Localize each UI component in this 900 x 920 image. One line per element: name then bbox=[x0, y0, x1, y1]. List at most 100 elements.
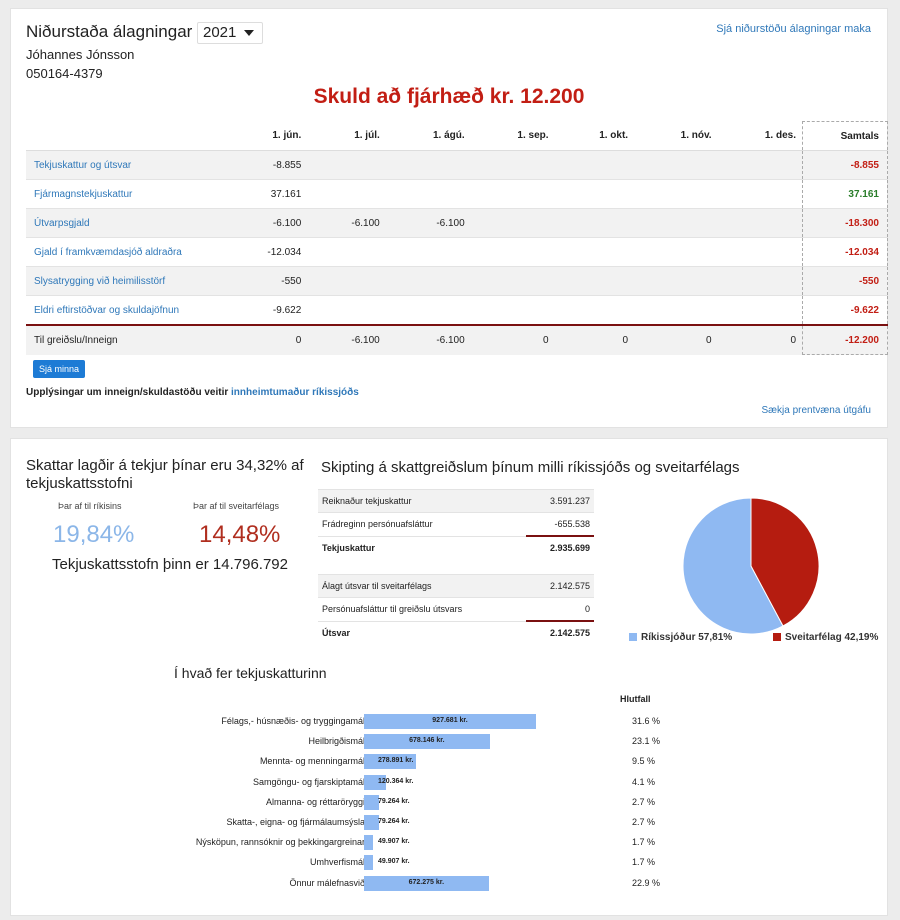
split-label: Frádreginn persónuafsláttur bbox=[318, 512, 526, 536]
row-total: 37.161 bbox=[802, 179, 888, 209]
table-cell bbox=[385, 237, 471, 267]
category-label: Önnur málefnasvið bbox=[289, 877, 365, 888]
table-cell bbox=[470, 237, 555, 267]
table-cell bbox=[470, 179, 555, 209]
split-label: Reiknaður tekjuskattur bbox=[318, 489, 526, 513]
row-label-link[interactable]: Útvarpsgjald bbox=[26, 208, 218, 238]
category-label: Nýsköpun, rannsóknir og þekkingargreinar bbox=[195, 837, 365, 848]
spending-bar: 120.364 kr. bbox=[364, 774, 413, 790]
category-label: Umhverfismál bbox=[309, 857, 365, 868]
grand-total: -12.200 bbox=[802, 324, 888, 355]
table-cell: 37.161 bbox=[218, 179, 308, 209]
table-cell: -550 bbox=[218, 266, 308, 296]
bar-value-label: 678.146 kr. bbox=[409, 737, 445, 745]
state-percentage: 19,84% bbox=[53, 521, 135, 548]
table-cell bbox=[385, 150, 471, 180]
share-value: 31.6 % bbox=[632, 716, 661, 726]
table-row: Útvarpsgjald -6.100 -6.100 -6.100 -18.300 bbox=[26, 208, 888, 238]
share-value: 4.1 % bbox=[632, 776, 656, 787]
table-cell: -6.100 bbox=[307, 208, 386, 238]
bar-value-label: 278.891 kr. bbox=[378, 757, 414, 765]
municipal-tax-table: Álagt útsvar til sveitarfélags 2.142.575 P… bbox=[318, 574, 594, 644]
legend-municipality: Sveitarfélag 42,19% bbox=[773, 632, 878, 643]
table-cell bbox=[470, 266, 555, 296]
table-cell bbox=[634, 208, 718, 238]
column-header: 1. des. bbox=[717, 121, 803, 151]
see-less-button[interactable]: Sjá minna bbox=[33, 360, 86, 378]
row-label-link[interactable]: Tekjuskattur og útsvar bbox=[26, 150, 218, 180]
column-header: 1. jún. bbox=[218, 121, 308, 151]
table-row: Persónuafsláttur til greiðslu útsvars 0 bbox=[318, 597, 594, 621]
legend-state: Ríkissjóður 57,81% bbox=[629, 632, 732, 643]
share-value: 9.5 % bbox=[632, 756, 656, 767]
row-label-link[interactable]: Fjármagnstekjuskattur bbox=[26, 179, 218, 209]
column-header: 1. nóv. bbox=[634, 121, 718, 151]
table-cell bbox=[554, 295, 635, 325]
bar-value-label: 49.907 kr. bbox=[378, 858, 410, 866]
payment-table: 1. jún. 1. júl. 1. ágú. 1. sep. 1. okt. 1. nó… bbox=[26, 121, 888, 355]
table-cell bbox=[554, 179, 635, 209]
table-cell bbox=[385, 266, 471, 296]
category-label: Skatta-, eigna- og fjármálaumsýsla bbox=[226, 817, 365, 827]
table-cell bbox=[307, 150, 386, 180]
table-row: Frádreginn persónuafsláttur -655.538 bbox=[318, 512, 594, 536]
category-label: Almanna- og réttaröryggi bbox=[265, 796, 365, 807]
bar-value-label: 672.275 kr. bbox=[408, 878, 445, 886]
table-cell bbox=[717, 295, 803, 325]
table-cell bbox=[634, 179, 718, 209]
info-text: Upplýsingar um inneign/skuldastöðu veiti… bbox=[26, 387, 359, 398]
taxpayer-name: Jóhannes Jónsson bbox=[26, 47, 135, 62]
share-value: 1.7 % bbox=[632, 837, 656, 848]
split-heading: Skipting á skattgreiðslum þínum milli rí… bbox=[321, 459, 740, 476]
table-cell: -6.100 bbox=[385, 208, 471, 238]
share-value: 23.1 % bbox=[632, 736, 661, 747]
table-cell bbox=[554, 266, 635, 296]
column-header: 1. okt. bbox=[554, 121, 635, 151]
table-row: Fjármagnstekjuskattur 37.161 37.161 bbox=[26, 179, 888, 209]
table-row: Útsvar 2.142.575 bbox=[318, 620, 594, 644]
table-cell bbox=[470, 150, 555, 180]
table-cell: -9.622 bbox=[218, 295, 308, 325]
legend-municipality-label: Sveitarfélag 42,19% bbox=[785, 632, 879, 643]
bar-value-label: 120.364 kr. bbox=[378, 777, 414, 785]
year-select[interactable]: 2021 bbox=[197, 22, 264, 44]
municipality-percentage: 14,48% bbox=[199, 521, 281, 548]
spending-bar: 278.891 kr. bbox=[364, 754, 416, 770]
table-cell: 0 bbox=[554, 324, 635, 355]
share-value: 1.7 % bbox=[632, 857, 656, 868]
table-cell bbox=[717, 179, 803, 209]
category-label: Mennta- og menningarmál bbox=[259, 756, 365, 767]
table-cell bbox=[554, 208, 635, 238]
collector-link[interactable]: innheimtumaður ríkissjóðs bbox=[231, 387, 359, 398]
spouse-result-link[interactable]: Sjá niðurstöðu álagningar maka bbox=[716, 23, 871, 35]
row-total: -8.855 bbox=[802, 150, 888, 180]
table-cell bbox=[717, 266, 803, 296]
taxpayer-id: 050164-4379 bbox=[26, 66, 103, 81]
pie-slice-municipality bbox=[750, 497, 820, 627]
legend-swatch-municipality bbox=[773, 633, 781, 641]
print-version-link[interactable]: Sækja prentvæna útgáfu bbox=[761, 405, 871, 416]
table-cell bbox=[634, 295, 718, 325]
spending-bar: 927.681 kr. bbox=[364, 714, 536, 729]
income-tax-table: Reiknaður tekjuskattur 3.591.237 Frádregin… bbox=[318, 489, 594, 559]
row-label-link[interactable]: Gjald í framkvæmdasjóð aldraðra bbox=[26, 237, 218, 267]
split-value: -655.538 bbox=[526, 512, 594, 536]
spending-heading: Í hvað fer tekjuskatturinn bbox=[174, 665, 327, 681]
state-label: Þar af til ríkisins bbox=[58, 501, 122, 511]
page-title: Niðurstaða álagningar bbox=[26, 22, 193, 41]
table-cell bbox=[634, 237, 718, 267]
chevron-down-icon bbox=[244, 30, 255, 37]
spending-bar: 79.264 kr. bbox=[364, 815, 410, 830]
row-label-link[interactable]: Eldri eftirstöðvar og skuldajöfnun bbox=[26, 295, 218, 325]
row-total: -550 bbox=[802, 266, 888, 296]
bar-value-label: 79.264 kr. bbox=[378, 797, 410, 805]
table-row: Tekjuskattur og útsvar -8.855 -8.855 bbox=[26, 150, 888, 180]
column-total-header: Samtals bbox=[802, 121, 888, 151]
row-total: -18.300 bbox=[802, 208, 888, 238]
legend-state-label: Ríkissjóður 57,81% bbox=[641, 632, 733, 643]
table-row: Gjald í framkvæmdasjóð aldraðra -12.034 -1… bbox=[26, 237, 888, 267]
split-value: 2.142.575 bbox=[526, 574, 594, 598]
row-label-link[interactable]: Slysatrygging við heimilisstörf bbox=[26, 266, 218, 296]
table-cell bbox=[554, 237, 635, 267]
split-value: 0 bbox=[526, 597, 594, 621]
